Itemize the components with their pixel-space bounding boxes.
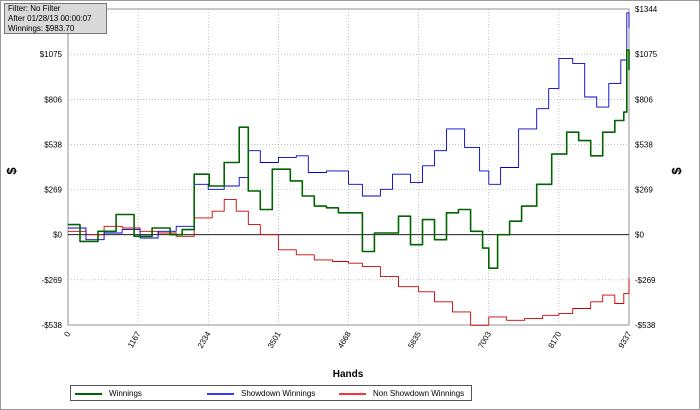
x-tick-label: 9337: [617, 330, 634, 350]
x-tick-label: 1167: [126, 330, 143, 350]
x-tick-label: 8170: [547, 330, 564, 350]
plot-area: [67, 8, 630, 326]
left-y-tick-label: -$269: [42, 276, 63, 285]
right-y-tick-label: $1344: [635, 5, 658, 14]
series-winnings: [68, 49, 630, 269]
x-tick-label: 0: [62, 330, 72, 339]
series-layer: [68, 12, 630, 326]
filter-text: Filter: No Filter: [8, 4, 61, 13]
date-filter-text: After 01/28/13 00:00:07: [8, 14, 92, 23]
right-y-tick-label: $806: [635, 95, 653, 104]
right-y-tick-label: -$538: [635, 321, 656, 330]
legend-item-winnings: Winnings: [75, 389, 185, 399]
right-y-tick-label: -$269: [635, 276, 656, 285]
x-tick-label: 3501: [266, 330, 283, 350]
legend-item-nonshowdown: Non Showdown Winnings: [339, 389, 469, 399]
left-y-tick-label: $538: [44, 140, 62, 149]
total-winnings-text: Winnings: $983.70: [8, 24, 75, 33]
left-y-tick-label: $1075: [40, 50, 63, 59]
legend-swatch-winnings: [75, 393, 102, 395]
left-y-tick-label: $806: [44, 95, 62, 104]
right-y-axis: -$538 -$269 $0 $269 $538 $806 $1075 $1344: [635, 5, 658, 330]
x-tick-label: 4668: [336, 330, 353, 350]
left-y-tick-label: -$538: [42, 321, 63, 330]
legend-label-nonshowdown: Non Showdown Winnings: [373, 389, 465, 398]
right-y-tick-label: $1075: [635, 50, 658, 59]
left-y-tick-label: $0: [53, 231, 62, 240]
legend-swatch-showdown: [207, 393, 234, 395]
left-y-axis-label: $: [4, 167, 19, 175]
legend-label-winnings: Winnings: [109, 389, 142, 398]
legend-swatch-nonshowdown: [339, 393, 366, 395]
x-tick-label: 5835: [406, 330, 423, 350]
left-y-axis: -$538 -$269 $0 $269 $538 $806 $1075: [40, 50, 63, 330]
legend-label-showdown: Showdown Winnings: [241, 389, 316, 398]
right-y-tick-label: $0: [635, 231, 644, 240]
left-y-tick-label: $269: [44, 185, 62, 194]
legend-item-showdown: Showdown Winnings: [207, 389, 337, 399]
x-tick-label: 2334: [196, 330, 213, 350]
legend: Winnings Showdown Winnings Non Showdown …: [70, 385, 472, 401]
info-box: Filter: No Filter After 01/28/13 00:00:0…: [4, 3, 107, 34]
x-tick-label: 7003: [476, 330, 493, 350]
right-y-tick-label: $269: [635, 185, 653, 194]
x-axis: 0 1167 2334 3501 4668 5835 7003 8170 9337: [62, 330, 633, 350]
x-axis-label: Hands: [333, 369, 364, 380]
right-y-axis-label: $: [669, 167, 684, 175]
right-y-tick-label: $538: [635, 140, 653, 149]
